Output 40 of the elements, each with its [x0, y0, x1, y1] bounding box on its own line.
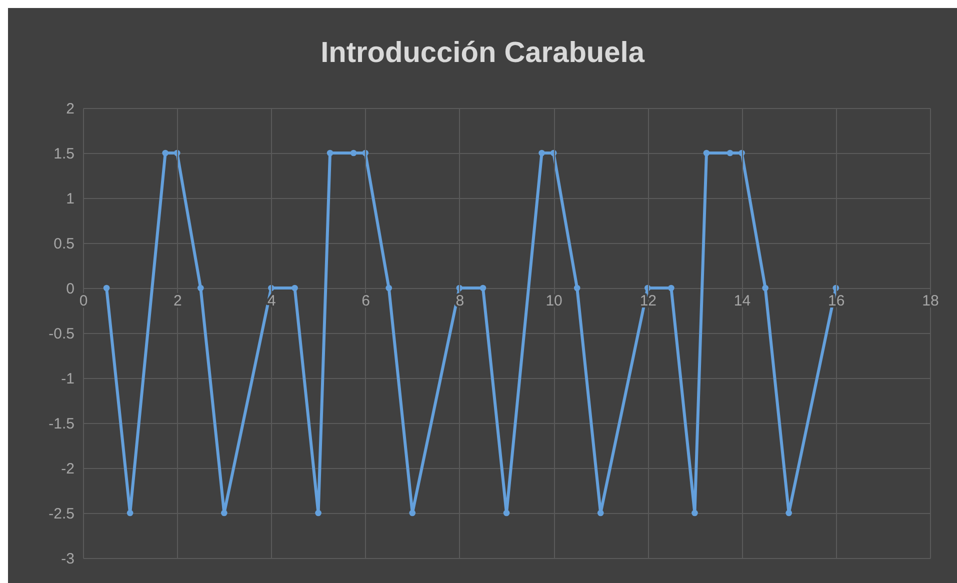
point: [103, 284, 110, 292]
point: [315, 510, 322, 516]
chart-title: Introducción Carabuela: [320, 37, 646, 69]
y-tick-label: -2.5: [48, 506, 74, 522]
point: [703, 150, 710, 156]
point: [409, 510, 416, 516]
y-tick-label: 0: [66, 280, 74, 298]
point: [126, 510, 134, 516]
y-tick-label: 1: [66, 190, 74, 208]
x-tick-label: 6: [362, 292, 370, 310]
point: [574, 284, 580, 292]
point: [162, 150, 169, 156]
point: [326, 150, 334, 156]
y-tick-label: -1.5: [48, 416, 74, 432]
y-tick-label: -1: [61, 370, 74, 388]
point: [503, 510, 510, 516]
x-tick-label: 2: [173, 292, 182, 310]
y-tick-label: -3: [61, 550, 74, 568]
x-tick-label: 0: [79, 292, 88, 310]
point: [538, 150, 545, 156]
point: [692, 510, 698, 516]
point: [292, 284, 298, 292]
point: [597, 510, 604, 516]
point: [786, 510, 792, 516]
y-tick-label: 1.5: [54, 146, 74, 162]
point: [197, 284, 204, 292]
x-tick-label: 18: [922, 292, 939, 310]
point: [668, 284, 674, 292]
point: [221, 510, 228, 516]
y-tick-label: 0.5: [54, 236, 74, 252]
x-tick-label: 14: [734, 292, 751, 310]
point: [386, 284, 392, 292]
y-tick-label: -0.5: [48, 326, 74, 342]
y-tick-label: -2: [61, 460, 74, 478]
point: [762, 284, 768, 292]
point: [480, 284, 486, 292]
y-tick-label: 2: [66, 100, 74, 118]
x-tick-label: 10: [546, 292, 562, 310]
point: [350, 150, 357, 156]
point: [726, 150, 734, 156]
